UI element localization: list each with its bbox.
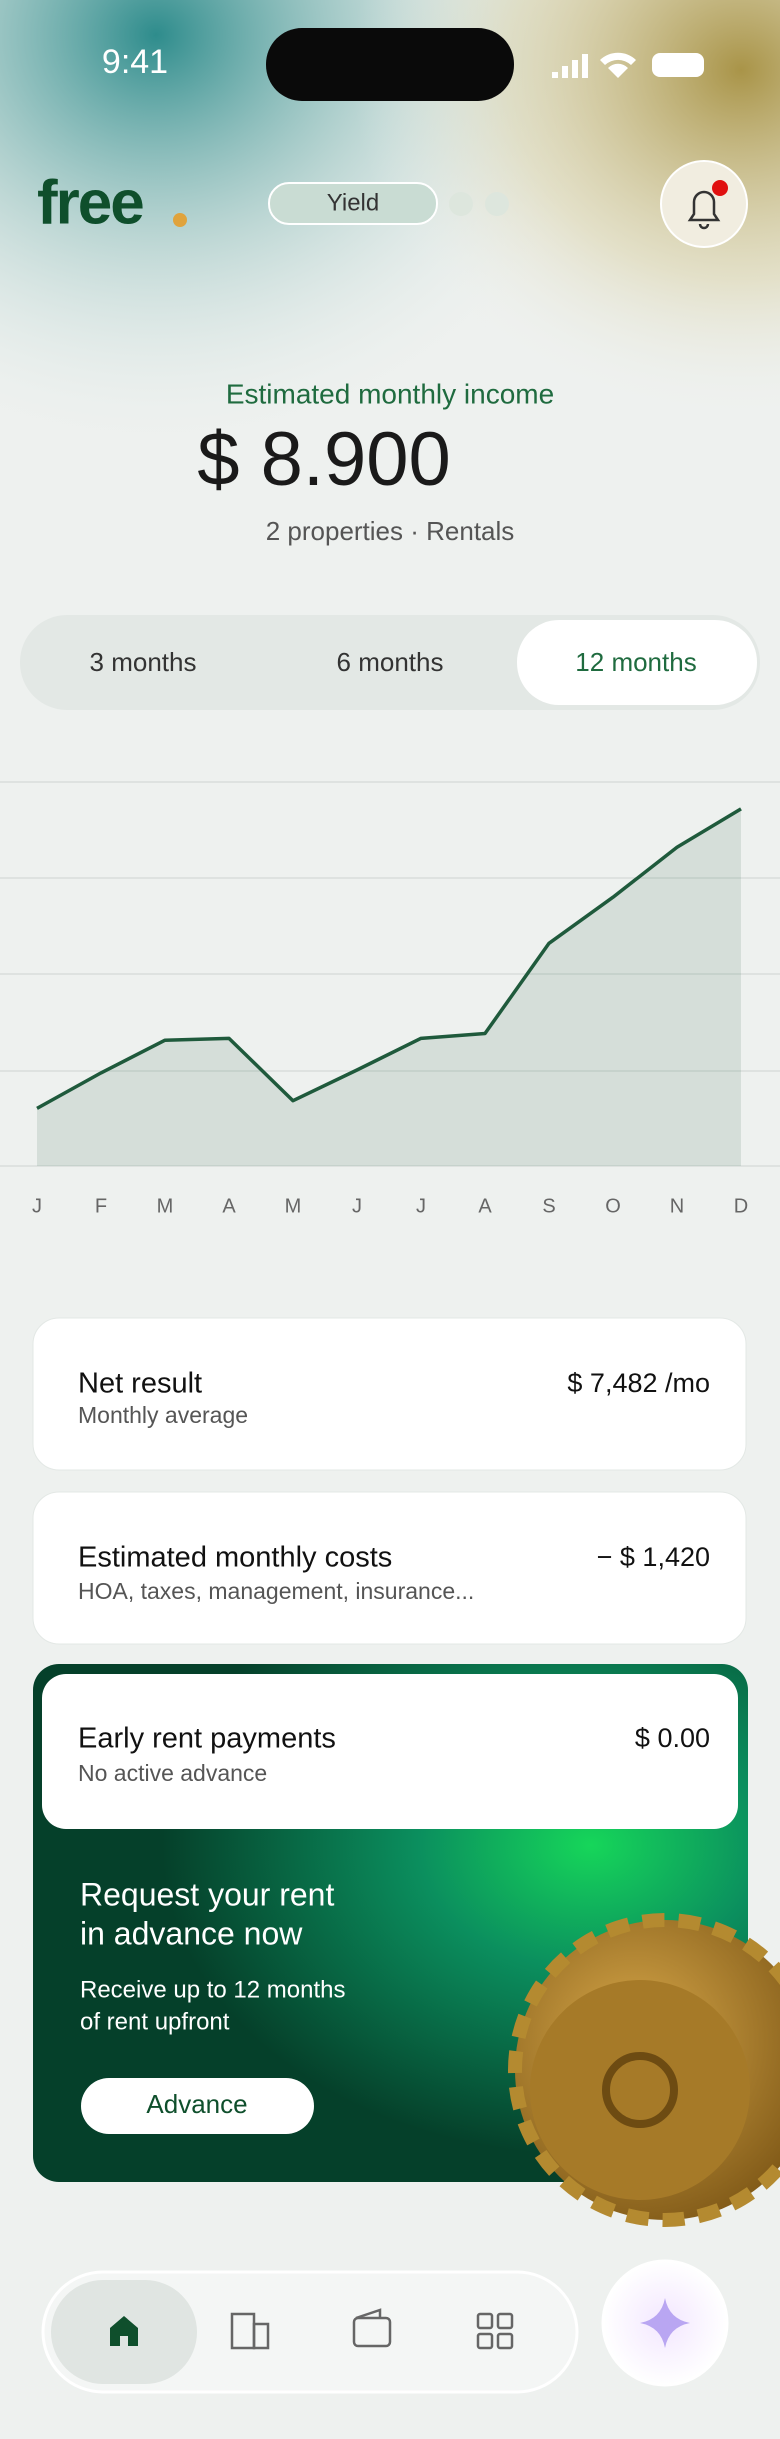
page-dot[interactable] <box>485 192 509 216</box>
period-option[interactable]: 6 months <box>337 647 444 677</box>
card-value: − $ 1,420 <box>597 1542 710 1572</box>
ai-icon <box>640 2298 690 2348</box>
x-tick-label: J <box>32 1195 42 1217</box>
x-tick-label: A <box>222 1195 236 1217</box>
promo-text: Receive up to 12 months <box>80 1976 346 2003</box>
bell-button[interactable] <box>660 160 748 248</box>
x-tick-label: F <box>95 1195 107 1217</box>
wallet-icon[interactable] <box>352 2316 392 2348</box>
nav-icons <box>230 2308 514 2350</box>
button-label: Advance <box>146 2089 247 2119</box>
card[interactable] <box>32 1317 747 1471</box>
card-title: Net result <box>78 1368 202 1400</box>
period-option[interactable]: 3 months <box>90 647 197 677</box>
tab-pill[interactable] <box>268 182 438 225</box>
apps-icon[interactable] <box>476 2312 494 2330</box>
x-tick-label: A <box>478 1195 492 1217</box>
period-selected <box>517 620 757 705</box>
x-tick-label: S <box>542 1195 555 1217</box>
dynamic-island <box>266 28 514 101</box>
card-subtitle: Monthly average <box>78 1402 248 1428</box>
promo-title: Request your rent <box>80 1876 334 1912</box>
x-tick-label: M <box>157 1195 174 1217</box>
card[interactable] <box>32 1491 747 1645</box>
page-dot[interactable] <box>449 192 473 216</box>
card-title: Estimated monthly costs <box>78 1542 392 1574</box>
chart-area <box>37 808 741 1166</box>
promo-text: of rent upfront <box>80 2008 230 2035</box>
card-subtitle: No active advance <box>78 1760 267 1786</box>
bell-icon <box>687 190 721 230</box>
status-icons <box>552 52 704 78</box>
chart-grid <box>0 781 780 1167</box>
card-value: $ 0.00 <box>635 1723 710 1753</box>
gear-illustration <box>508 1913 780 2227</box>
home-icon[interactable] <box>110 2316 138 2346</box>
card-value: $ 7,482 /mo <box>567 1368 710 1398</box>
promo-title: in advance now <box>80 1915 303 1951</box>
summary-amount: $ 8.900 <box>197 417 451 502</box>
badge <box>712 180 728 196</box>
x-tick-label: M <box>285 1195 302 1217</box>
status-time: 9:41 <box>102 43 168 81</box>
chart-line <box>36 807 742 1110</box>
summary-detail: 2 properties · Rentals <box>266 516 515 546</box>
bg-glow <box>0 0 780 700</box>
card-subtitle: HOA, taxes, management, insurance... <box>78 1578 474 1604</box>
x-tick-label: J <box>416 1195 426 1217</box>
tab-label: Yield <box>327 189 379 216</box>
x-tick-label: N <box>670 1195 684 1217</box>
x-tick-label: D <box>734 1195 748 1217</box>
logo: free <box>37 168 143 237</box>
period-option[interactable]: 12 months <box>575 647 696 677</box>
logo-dot <box>173 213 187 227</box>
x-tick-label: J <box>352 1195 362 1217</box>
card-title: Early rent payments <box>78 1723 336 1755</box>
x-tick-label: O <box>605 1195 621 1217</box>
advance-button[interactable] <box>81 2078 314 2134</box>
card[interactable] <box>42 1674 738 1829</box>
summary-label: Estimated monthly income <box>226 378 554 409</box>
